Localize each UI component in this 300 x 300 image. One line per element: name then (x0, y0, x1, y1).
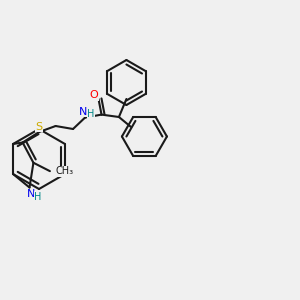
Text: N: N (27, 189, 35, 199)
Text: N: N (79, 106, 88, 117)
Text: H: H (87, 109, 95, 119)
Text: S: S (36, 122, 43, 132)
Text: CH₃: CH₃ (55, 166, 74, 176)
Text: H: H (34, 191, 42, 202)
Text: O: O (89, 90, 98, 100)
